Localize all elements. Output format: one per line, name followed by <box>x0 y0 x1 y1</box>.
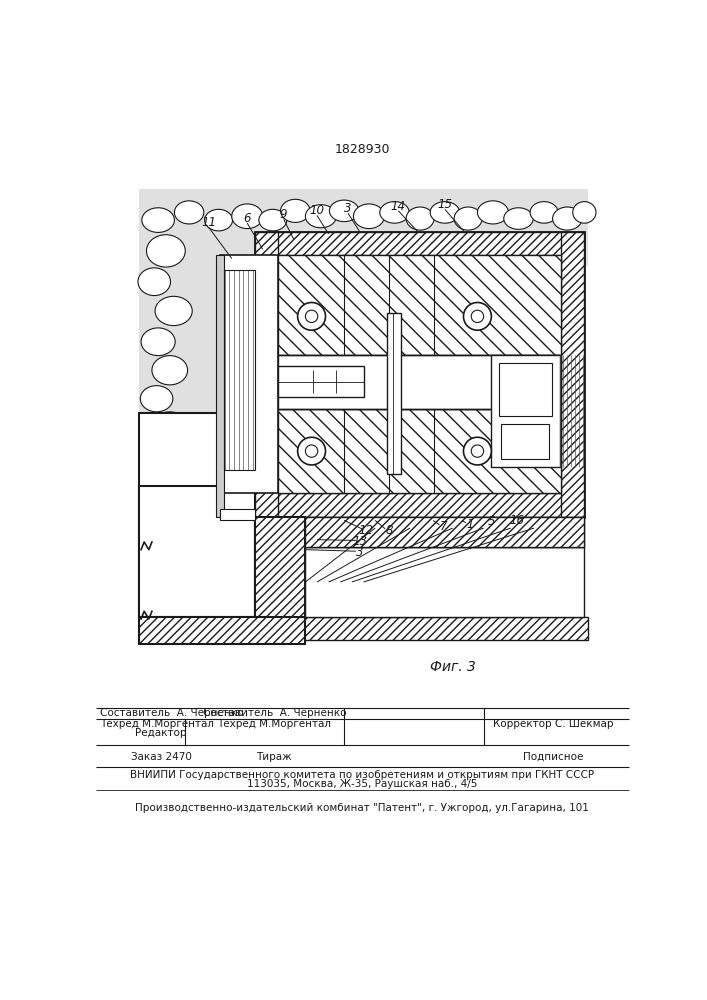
Bar <box>139 189 588 698</box>
Ellipse shape <box>430 202 460 223</box>
Circle shape <box>298 437 325 465</box>
Bar <box>216 255 224 517</box>
Ellipse shape <box>504 208 533 229</box>
Bar <box>255 517 585 547</box>
Bar <box>561 232 585 517</box>
Ellipse shape <box>141 328 175 356</box>
Ellipse shape <box>140 386 173 412</box>
Text: 13: 13 <box>352 535 367 548</box>
Bar <box>139 189 255 513</box>
Bar <box>139 617 305 644</box>
Text: 1: 1 <box>466 518 474 531</box>
Text: Заказ 2470: Заказ 2470 <box>131 752 192 762</box>
Text: Редактор: Редактор <box>135 728 187 738</box>
Ellipse shape <box>281 199 310 222</box>
Ellipse shape <box>329 200 359 222</box>
Bar <box>499 363 552 416</box>
Bar <box>279 366 363 397</box>
Bar <box>255 493 585 517</box>
Text: 12: 12 <box>358 524 373 537</box>
Text: 7: 7 <box>440 520 447 533</box>
Bar <box>279 255 561 355</box>
Bar <box>279 355 561 409</box>
Ellipse shape <box>141 441 175 469</box>
Bar <box>279 409 561 493</box>
Ellipse shape <box>232 204 263 229</box>
Bar <box>501 424 549 459</box>
Bar <box>220 509 255 520</box>
Text: 113035, Москва, Ж-35, Раушская наб., 4/5: 113035, Москва, Ж-35, Раушская наб., 4/5 <box>247 779 477 789</box>
Text: Техред М.Моргентал: Техред М.Моргентал <box>100 719 214 729</box>
Ellipse shape <box>454 207 482 230</box>
Ellipse shape <box>154 467 190 497</box>
Ellipse shape <box>146 235 185 267</box>
Ellipse shape <box>152 356 187 385</box>
Text: 6: 6 <box>243 212 251 225</box>
Circle shape <box>464 302 491 330</box>
Text: 1828930: 1828930 <box>335 143 390 156</box>
Text: 15: 15 <box>438 198 452 211</box>
Bar <box>139 486 255 617</box>
Bar <box>139 413 220 617</box>
Bar <box>387 312 401 474</box>
Ellipse shape <box>553 207 582 230</box>
Circle shape <box>305 310 317 323</box>
Text: Составитель  А. Черненко: Составитель А. Черненко <box>100 708 243 718</box>
Bar <box>224 270 255 470</box>
Bar <box>491 355 559 466</box>
Ellipse shape <box>142 208 175 232</box>
Text: 3: 3 <box>356 546 363 559</box>
Ellipse shape <box>406 207 434 230</box>
Circle shape <box>472 310 484 323</box>
Bar <box>255 232 585 517</box>
Ellipse shape <box>354 204 385 229</box>
Text: 10: 10 <box>310 204 325 217</box>
Ellipse shape <box>305 205 337 228</box>
Ellipse shape <box>138 268 170 296</box>
Ellipse shape <box>204 209 233 231</box>
Text: 8: 8 <box>385 524 393 537</box>
Ellipse shape <box>175 201 204 224</box>
Text: 11: 11 <box>201 216 216 229</box>
Text: 3: 3 <box>344 202 352 215</box>
Text: Фиг. 3: Фиг. 3 <box>430 660 476 674</box>
Text: Составитель  А. Черненко: Составитель А. Черненко <box>203 708 346 718</box>
Ellipse shape <box>573 202 596 223</box>
Ellipse shape <box>151 412 188 441</box>
Bar <box>220 255 279 493</box>
Text: Подписное: Подписное <box>523 752 583 762</box>
Text: Производственно-издательский комбинат "Патент", г. Ужгород, ул.Гагарина, 101: Производственно-издательский комбинат "П… <box>135 803 589 813</box>
Ellipse shape <box>259 209 287 231</box>
Circle shape <box>305 445 317 457</box>
Ellipse shape <box>477 201 508 224</box>
Circle shape <box>298 302 325 330</box>
Ellipse shape <box>380 202 409 223</box>
Text: Тираж: Тираж <box>257 752 292 762</box>
Text: Техред М.Моргентал: Техред М.Моргентал <box>217 719 332 729</box>
Text: ВНИИПИ Государственного комитета по изобретениям и открытиям при ГКНТ СССР: ВНИИПИ Государственного комитета по изоб… <box>130 770 594 780</box>
Ellipse shape <box>530 202 558 223</box>
Ellipse shape <box>142 495 175 522</box>
Circle shape <box>472 445 484 457</box>
Text: 5: 5 <box>488 515 495 528</box>
Text: Корректор С. Шекмар: Корректор С. Шекмар <box>493 719 614 729</box>
Bar <box>255 232 279 517</box>
Bar <box>139 617 588 640</box>
Bar <box>255 232 585 255</box>
Circle shape <box>464 437 491 465</box>
Bar <box>305 517 585 547</box>
Text: 9: 9 <box>280 208 288 221</box>
Bar <box>255 517 305 628</box>
Text: 16: 16 <box>510 514 525 527</box>
Text: 14: 14 <box>391 200 406 213</box>
Ellipse shape <box>155 296 192 326</box>
Bar <box>139 189 588 266</box>
Bar <box>220 517 255 617</box>
Bar <box>305 547 585 617</box>
